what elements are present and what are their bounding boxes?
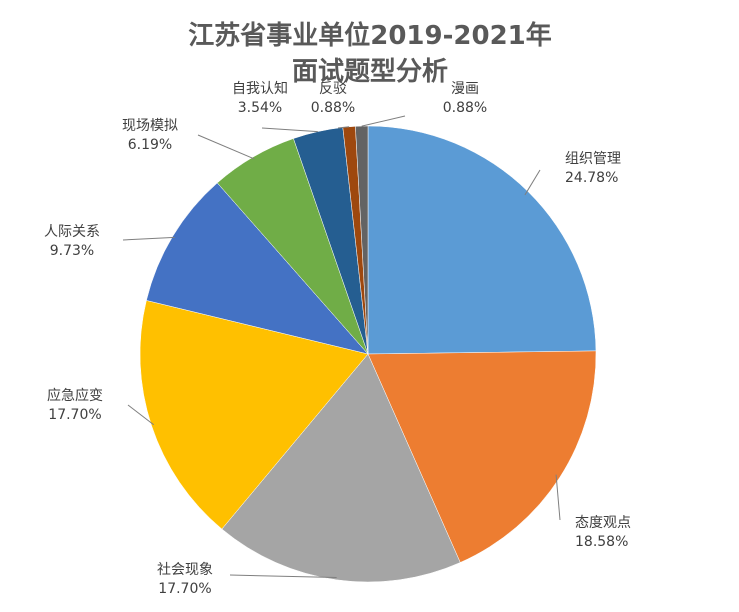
leader-lines [122, 115, 561, 579]
data-label-category-7: 自我认知 [232, 80, 288, 97]
data-label-category-8: 反驳 [319, 81, 347, 97]
data-label-category-2: 态度观点 [575, 515, 631, 531]
leader-line-6 [197, 134, 255, 160]
data-label-category-9: 漫画 [451, 81, 479, 97]
leader-line-8 [337, 126, 350, 129]
pie-slice-5 [146, 182, 369, 355]
leader-line-1 [524, 169, 541, 196]
data-label-value-2: 18.58% [575, 534, 628, 550]
pie-slice-9 [355, 125, 369, 355]
data-label-category-4: 应急应变 [47, 387, 103, 404]
chart-title-line-2: 面试题型分析 [292, 57, 448, 87]
leader-line-9 [361, 115, 406, 127]
data-label-value-5: 9.73% [50, 243, 94, 259]
pie-slice-4 [139, 300, 369, 530]
data-label-category-6: 现场模拟 [122, 118, 178, 134]
data-label-value-3: 17.70% [158, 581, 211, 597]
data-label-category-5: 人际关系 [44, 224, 100, 240]
data-labels: 组织管理 24.78% 态度观点 18.58% 社会现象 17.70% 应急应变 17.70%… [44, 80, 631, 597]
pie-slices [139, 125, 597, 583]
data-label-category-3: 社会现象 [157, 562, 213, 578]
data-label-value-9: 0.88% [443, 100, 487, 116]
data-label-value-1: 24.78% [565, 170, 618, 186]
pie-slice-3 [221, 353, 461, 583]
pie-slice-2 [367, 350, 597, 563]
chart-title-line-1: 江苏省事业单位2019-2021年 [188, 20, 552, 51]
leader-line-4 [127, 404, 154, 426]
leader-line-5 [122, 236, 175, 241]
data-label-value-8: 0.88% [311, 100, 355, 116]
data-label-value-7: 3.54% [238, 100, 282, 116]
leader-line-2 [555, 474, 561, 521]
leader-line-3 [229, 574, 337, 579]
data-label-value-4: 17.70% [48, 407, 101, 423]
data-label-category-1: 组织管理 [565, 151, 621, 167]
data-label-value-6: 6.19% [128, 137, 172, 153]
pie-slice-1 [367, 125, 597, 355]
leader-line-7 [261, 127, 318, 133]
